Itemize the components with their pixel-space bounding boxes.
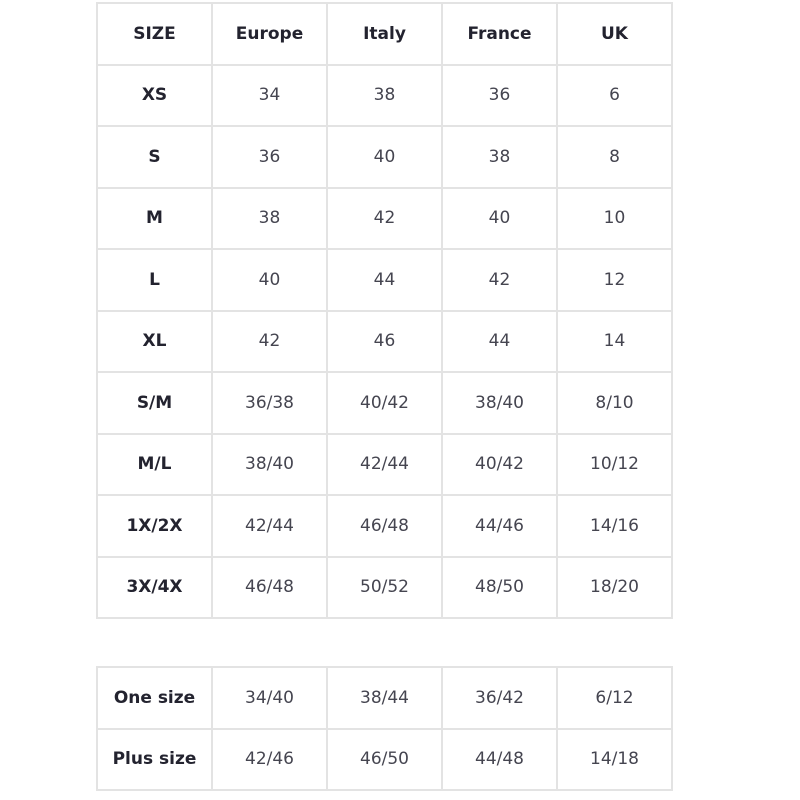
size-value-cell: 38 [326, 63, 443, 127]
size-value-cell: 46/48 [326, 494, 443, 558]
table-row: XL 42 46 44 14 [96, 309, 673, 373]
size-value-cell: 36 [211, 125, 328, 189]
size-value-cell: 34/40 [211, 666, 328, 730]
size-value-cell: 10 [556, 186, 673, 250]
size-value-cell: 10/12 [556, 432, 673, 496]
column-header: SIZE [96, 2, 213, 66]
table-header-row: SIZE Europe Italy France UK [96, 2, 673, 66]
size-value-cell: 42 [441, 248, 558, 312]
size-value-cell: 44/46 [441, 494, 558, 558]
size-value-cell: 40 [211, 248, 328, 312]
size-label-cell: L [96, 248, 213, 312]
size-value-cell: 38 [441, 125, 558, 189]
size-conversion-table: SIZE Europe Italy France UK XS 34 38 36 6 S 36 40 38 8… [96, 2, 673, 619]
size-value-cell: 40 [441, 186, 558, 250]
table-row: L 40 44 42 12 [96, 248, 673, 312]
special-size-table: One size 34/40 38/44 36/42 6/12 Plus size 42/4… [96, 666, 673, 791]
size-value-cell: 46 [326, 309, 443, 373]
column-header: UK [556, 2, 673, 66]
size-value-cell: 18/20 [556, 555, 673, 619]
size-value-cell: 42/44 [211, 494, 328, 558]
size-value-cell: 38/40 [211, 432, 328, 496]
table-row: 3X/4X 46/48 50/52 48/50 18/20 [96, 555, 673, 619]
size-value-cell: 8 [556, 125, 673, 189]
size-value-cell: 14/16 [556, 494, 673, 558]
size-label-cell: M [96, 186, 213, 250]
size-label-cell: XS [96, 63, 213, 127]
size-value-cell: 40 [326, 125, 443, 189]
size-value-cell: 36 [441, 63, 558, 127]
size-value-cell: 42/44 [326, 432, 443, 496]
table-row: Plus size 42/46 46/50 44/48 14/18 [96, 727, 673, 791]
size-value-cell: 50/52 [326, 555, 443, 619]
size-value-cell: 6/12 [556, 666, 673, 730]
size-value-cell: 38/40 [441, 371, 558, 435]
size-value-cell: 34 [211, 63, 328, 127]
size-label-cell: S/M [96, 371, 213, 435]
table-row: 1X/2X 42/44 46/48 44/46 14/16 [96, 494, 673, 558]
column-header: France [441, 2, 558, 66]
size-value-cell: 14 [556, 309, 673, 373]
table-row: One size 34/40 38/44 36/42 6/12 [96, 666, 673, 730]
size-label-cell: 1X/2X [96, 494, 213, 558]
size-value-cell: 6 [556, 63, 673, 127]
table-row: M/L 38/40 42/44 40/42 10/12 [96, 432, 673, 496]
size-value-cell: 12 [556, 248, 673, 312]
size-value-cell: 40/42 [441, 432, 558, 496]
size-value-cell: 36/42 [441, 666, 558, 730]
size-value-cell: 40/42 [326, 371, 443, 435]
size-value-cell: 44/48 [441, 727, 558, 791]
size-value-cell: 14/18 [556, 727, 673, 791]
size-value-cell: 44 [326, 248, 443, 312]
column-header: Europe [211, 2, 328, 66]
size-value-cell: 42/46 [211, 727, 328, 791]
size-label-cell: 3X/4X [96, 555, 213, 619]
size-value-cell: 38/44 [326, 666, 443, 730]
table-row: S/M 36/38 40/42 38/40 8/10 [96, 371, 673, 435]
size-label-cell: XL [96, 309, 213, 373]
size-value-cell: 48/50 [441, 555, 558, 619]
table-row: XS 34 38 36 6 [96, 63, 673, 127]
size-label-cell: S [96, 125, 213, 189]
size-value-cell: 38 [211, 186, 328, 250]
table-row: M 38 42 40 10 [96, 186, 673, 250]
size-value-cell: 42 [211, 309, 328, 373]
size-value-cell: 36/38 [211, 371, 328, 435]
size-label-cell: M/L [96, 432, 213, 496]
table-row: S 36 40 38 8 [96, 125, 673, 189]
column-header: Italy [326, 2, 443, 66]
size-value-cell: 42 [326, 186, 443, 250]
size-value-cell: 44 [441, 309, 558, 373]
size-value-cell: 8/10 [556, 371, 673, 435]
size-value-cell: 46/50 [326, 727, 443, 791]
size-label-cell: Plus size [96, 727, 213, 791]
size-value-cell: 46/48 [211, 555, 328, 619]
size-label-cell: One size [96, 666, 213, 730]
